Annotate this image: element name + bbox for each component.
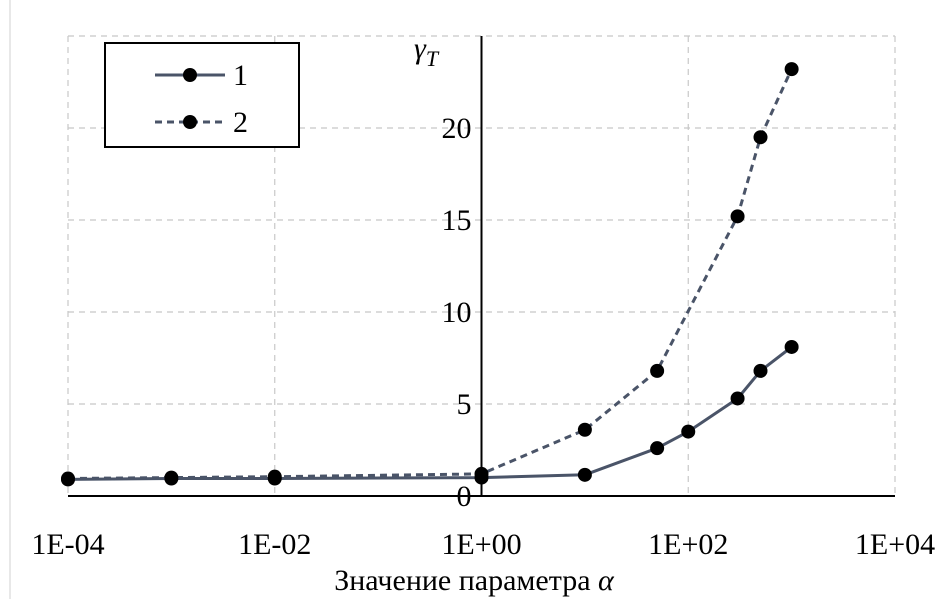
x-axis-label-text: Значение параметра	[334, 564, 590, 597]
x-tick-label: 1E+00	[441, 528, 521, 561]
series-2-point	[164, 470, 179, 485]
x-tick-label: 1E-04	[31, 528, 104, 561]
legend-box	[104, 42, 300, 148]
series-2-point	[577, 422, 592, 437]
legend-label-2: 2	[233, 106, 248, 139]
series-2-point	[61, 471, 75, 486]
x-tick-label: 1E-02	[238, 528, 311, 561]
x-tick-label: 1E+02	[648, 528, 728, 561]
series-1-point	[753, 363, 768, 378]
series-1-point	[577, 467, 592, 482]
axes-layer	[9, 0, 895, 599]
series-2-point	[267, 469, 282, 484]
series-1-point	[784, 339, 799, 354]
series-2-point	[784, 62, 799, 77]
series-1-point	[650, 441, 665, 456]
legend-layer: 12	[104, 42, 300, 148]
y-tick-label: 0	[457, 480, 472, 513]
y-tick-label: 5	[457, 388, 472, 421]
x-axis-symbol-spacer	[591, 564, 599, 597]
y-tick-label: 15	[442, 204, 472, 237]
series-2-point	[753, 130, 768, 145]
series-1-line	[67, 345, 793, 481]
ticks-layer: 1E-04 1E-02 1E+00 1E+02 1E+04 0 5 10 15 20	[31, 112, 935, 561]
series-1-point	[681, 424, 696, 439]
series-1-point	[730, 391, 745, 406]
y-axis-symbol: γ	[414, 32, 427, 65]
series-2-point	[474, 466, 489, 481]
labels-layer: γT Значение параметра α	[334, 32, 615, 597]
x-tick-label: 1E+04	[855, 528, 935, 561]
series-2-line	[67, 68, 793, 480]
series-2-point	[730, 209, 745, 224]
legend-marker-1	[183, 68, 197, 82]
x-axis-label: Значение параметра α	[334, 564, 615, 597]
y-tick-label: 20	[442, 112, 472, 145]
y-axis-label: γT	[414, 32, 440, 71]
legend-label-1: 1	[233, 59, 248, 92]
legend-marker-2	[183, 115, 197, 129]
x-axis-symbol: α	[598, 564, 615, 597]
y-tick-label: 10	[442, 296, 472, 329]
series-layer	[61, 62, 799, 487]
series-2-point	[650, 363, 665, 378]
y-axis-subscript: T	[426, 46, 440, 71]
